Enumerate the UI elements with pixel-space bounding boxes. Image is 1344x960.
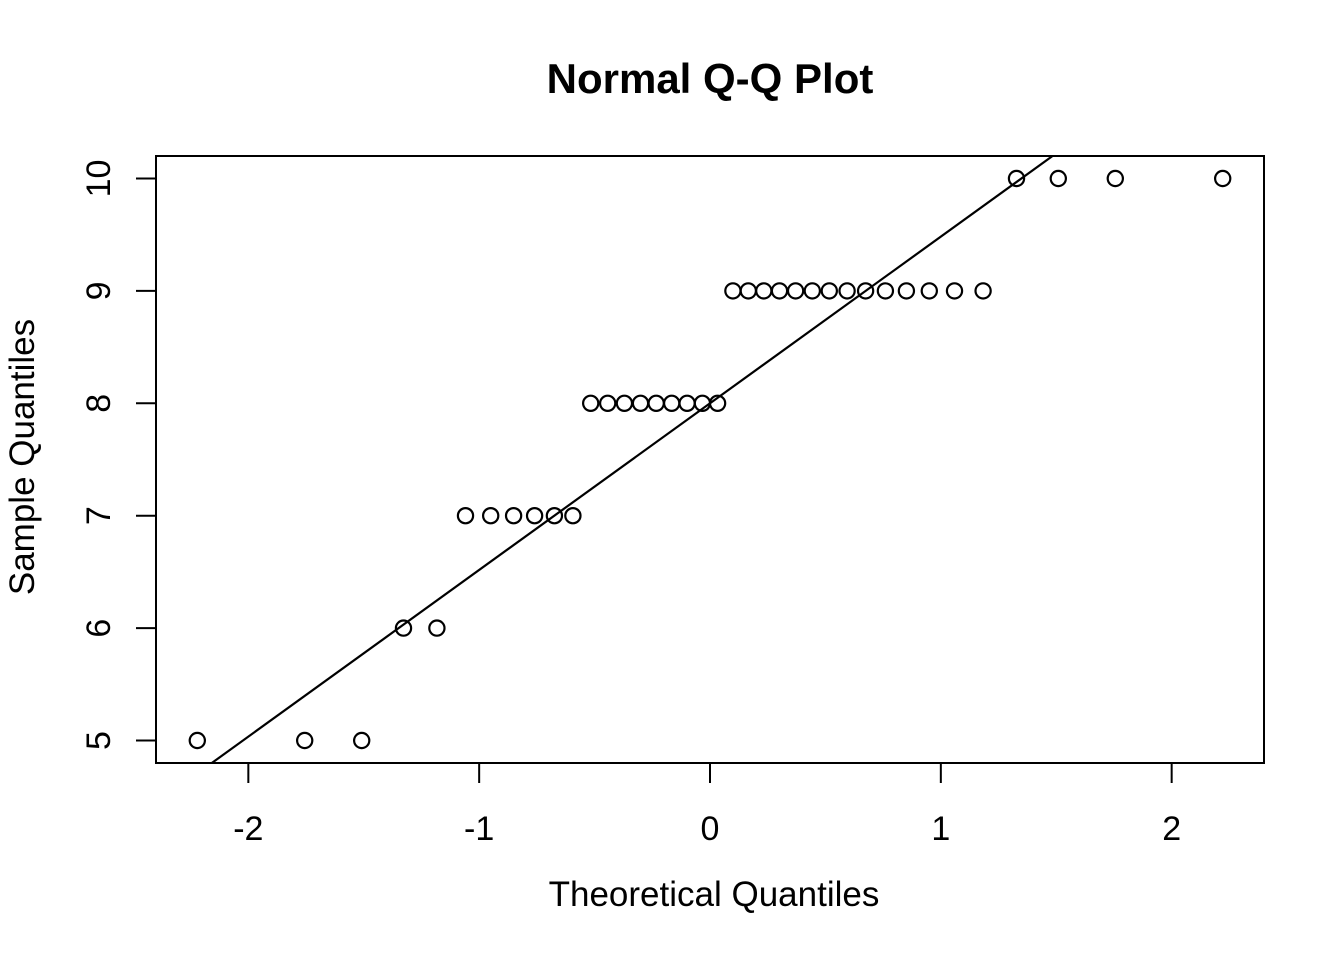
data-point (482, 507, 500, 525)
data-point (770, 282, 789, 300)
data-point (755, 282, 773, 300)
x-tick-label: 1 (931, 810, 950, 848)
data-point (876, 282, 895, 300)
data-point (974, 282, 992, 300)
plot-generated-layer: -2 -1 0 1 2 5 6 7 8 9 10 (80, 155, 1265, 848)
data-point (1007, 169, 1026, 188)
x-tick-label: -2 (233, 810, 263, 848)
data-point (545, 507, 564, 525)
y-tick-label: 9 (80, 281, 118, 300)
x-tick-label: 0 (701, 810, 720, 848)
data-point (428, 619, 446, 637)
x-tick-label: -1 (464, 810, 494, 848)
data-point (615, 394, 634, 412)
y-tick-label: 6 (80, 619, 118, 638)
data-point (631, 394, 650, 412)
data-point (582, 394, 600, 412)
qq-reference-line (211, 155, 1054, 764)
data-point (525, 507, 544, 525)
data-point (803, 282, 822, 300)
data-point (856, 282, 875, 300)
data-point (663, 394, 681, 412)
y-tick-label: 10 (80, 160, 118, 198)
data-point (897, 282, 916, 300)
data-point (647, 394, 665, 412)
data-point (820, 282, 839, 300)
plot-border (155, 155, 1265, 764)
data-point (353, 731, 371, 750)
data-point (188, 731, 206, 750)
data-point (599, 394, 617, 412)
data-point (678, 394, 696, 412)
x-axis-label: Theoretical Quantiles (549, 875, 880, 914)
data-point (920, 282, 939, 300)
data-point (564, 507, 582, 525)
data-point (945, 282, 964, 300)
data-point (1049, 169, 1068, 188)
data-point (296, 731, 314, 750)
y-tick-label: 5 (80, 731, 118, 750)
data-point (504, 507, 523, 525)
x-tick-label: 2 (1162, 810, 1181, 848)
data-point (838, 282, 856, 300)
y-tick-label: 7 (80, 506, 118, 525)
data-point (786, 282, 805, 300)
plot-title: Normal Q-Q Plot (547, 55, 874, 102)
y-tick-label: 8 (80, 394, 118, 413)
data-point (394, 619, 413, 637)
data-point (1213, 169, 1232, 188)
y-axis-label: Sample Quantiles (3, 319, 42, 595)
data-point (724, 282, 742, 300)
data-point (1106, 169, 1125, 188)
data-point (739, 282, 758, 300)
data-point (456, 507, 475, 525)
